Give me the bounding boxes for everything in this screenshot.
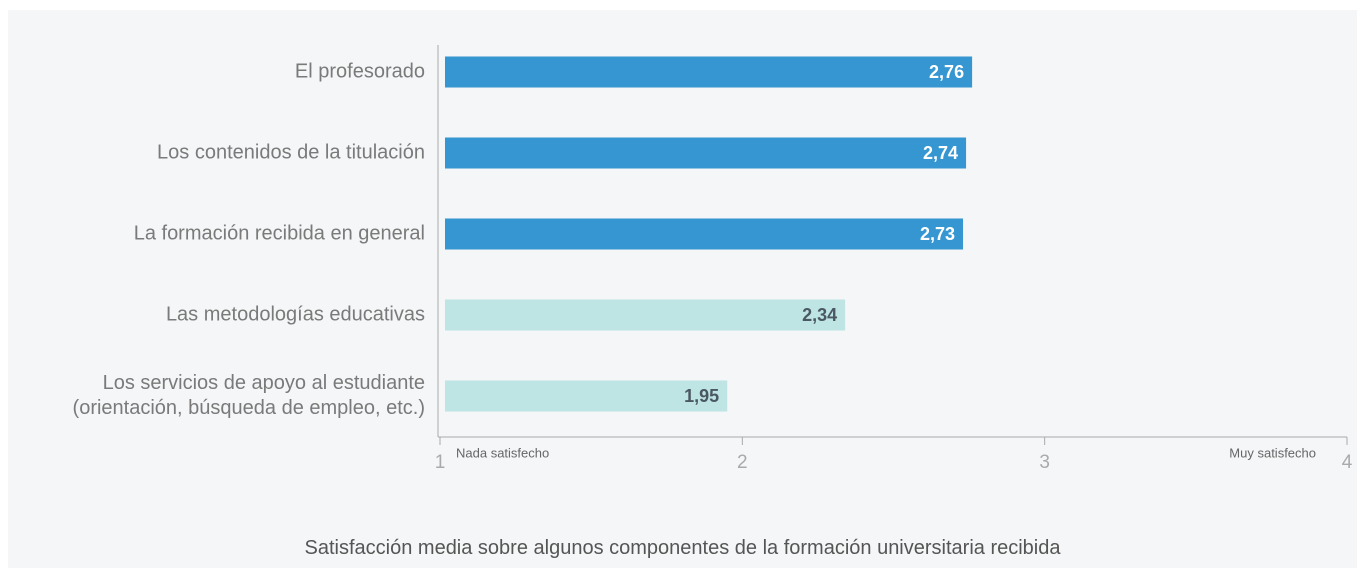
category-label: El profesorado [294, 60, 425, 83]
value-label: 2,76 [929, 62, 964, 82]
chart-title: Satisfacción media sobre algunos compone… [304, 537, 1061, 559]
category-label: Los servicios de apoyo al estudiante (or… [72, 372, 425, 419]
bar [445, 380, 728, 412]
category-label: La formación recibida en general [133, 222, 425, 245]
bar [445, 218, 964, 250]
annotation: Nada satisfecho [456, 445, 549, 460]
value-label: 2,73 [920, 224, 955, 244]
bar [445, 56, 973, 88]
value-label: 1,95 [684, 386, 719, 406]
category-label: Las metodologías educativas [165, 303, 425, 326]
value-label: 2,34 [802, 305, 837, 325]
panel [8, 10, 1357, 568]
annotation: Muy satisfecho [1229, 445, 1316, 460]
category-label: Los contenidos de la titulación [157, 141, 425, 164]
x-tick-label: 2 [737, 452, 748, 473]
bar [445, 137, 967, 169]
x-tick-label: 3 [1039, 452, 1050, 473]
value-label: 2,74 [923, 143, 958, 163]
x-tick-label: 4 [1342, 452, 1353, 473]
bar [445, 299, 846, 331]
x-tick-label: 1 [435, 452, 446, 473]
